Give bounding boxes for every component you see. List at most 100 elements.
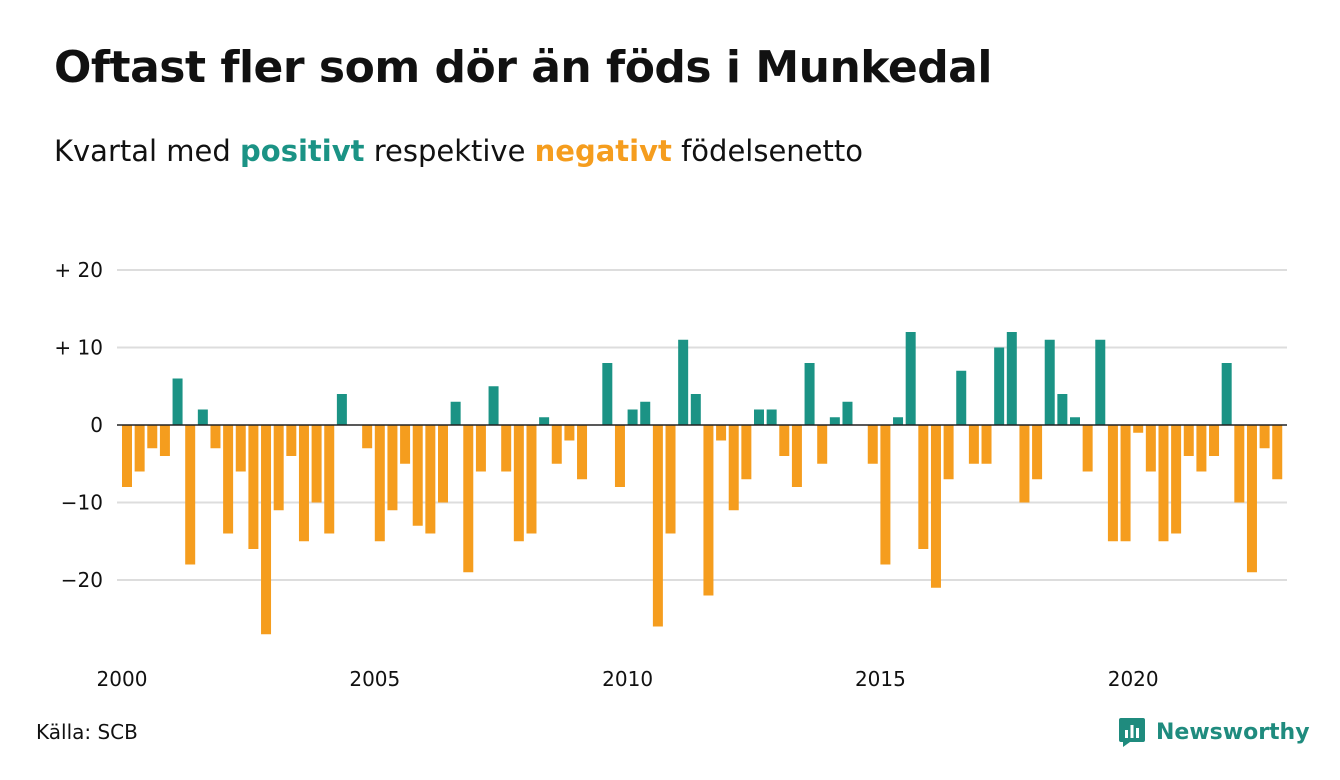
bar-q4-2016 bbox=[968, 425, 979, 464]
y-tick-label: + 10 bbox=[54, 336, 103, 360]
bar-q2-2010 bbox=[640, 401, 651, 425]
y-tick-label: −10 bbox=[61, 491, 103, 515]
bar-q1-2014 bbox=[829, 417, 840, 425]
bar-q2-2021 bbox=[1196, 425, 1207, 472]
bar-q3-2016 bbox=[956, 370, 967, 425]
bar-q3-2021 bbox=[1209, 425, 1220, 456]
bar-q2-2019 bbox=[1095, 339, 1106, 425]
bar-q3-2006 bbox=[450, 401, 461, 425]
bar-q1-2019 bbox=[1082, 425, 1093, 472]
bar-q2-2003 bbox=[286, 425, 297, 456]
bar-q2-2002 bbox=[235, 425, 246, 472]
bar-q4-2015 bbox=[918, 425, 929, 549]
bar-q1-2021 bbox=[1183, 425, 1194, 456]
bar-q3-2009 bbox=[602, 363, 613, 425]
bar-q4-2007 bbox=[513, 425, 524, 542]
bar-q3-2018 bbox=[1057, 394, 1068, 425]
x-tick-label: 2010 bbox=[602, 667, 653, 691]
bar-q3-2008 bbox=[551, 425, 562, 464]
subtitle-text-2: respektive bbox=[373, 134, 526, 168]
bar-q1-2013 bbox=[779, 425, 790, 456]
subtitle-negative-word: negativt bbox=[534, 134, 672, 168]
bars bbox=[122, 332, 1283, 635]
bar-q3-2020 bbox=[1158, 425, 1169, 542]
bar-q3-2012 bbox=[754, 409, 764, 425]
bar-q4-2006 bbox=[463, 425, 474, 573]
bar-q1-2015 bbox=[880, 425, 891, 565]
y-tick-label: 0 bbox=[90, 413, 103, 437]
bar-q1-2007 bbox=[475, 425, 486, 472]
newsworthy-logo[interactable]: Newsworthy bbox=[1118, 714, 1310, 750]
subtitle-text-1: Kvartal med bbox=[54, 134, 231, 168]
bar-q4-2002 bbox=[261, 425, 272, 635]
bar-q2-2011 bbox=[690, 394, 701, 425]
bar-q2-2005 bbox=[387, 425, 398, 511]
bar-q1-2006 bbox=[425, 425, 436, 534]
bar-q4-2020 bbox=[1171, 425, 1182, 534]
bar-q1-2018 bbox=[1032, 425, 1043, 480]
bar-q1-2009 bbox=[577, 425, 588, 480]
x-tick-label: 2015 bbox=[855, 667, 906, 691]
bar-q3-2007 bbox=[501, 425, 512, 472]
bar-q2-2004 bbox=[336, 394, 347, 425]
bar-q1-2005 bbox=[374, 425, 385, 542]
bar-q3-2015 bbox=[905, 332, 916, 425]
bar-q2-2012 bbox=[741, 425, 752, 480]
bar-q4-2004 bbox=[362, 425, 373, 449]
subtitle-positive-word: positivt bbox=[240, 134, 365, 168]
axes: + 20 + 10 0 −10 −20 2000 2005 2010 2015 2020 bbox=[54, 258, 1287, 691]
bar-q1-2010 bbox=[627, 409, 638, 425]
bar-q4-2008 bbox=[564, 425, 575, 441]
bar-q2-2014 bbox=[842, 401, 853, 425]
bar-q3-2002 bbox=[248, 425, 259, 549]
bar-q4-2021 bbox=[1221, 363, 1232, 425]
newsworthy-logo-text: Newsworthy bbox=[1156, 719, 1310, 745]
bar-q3-2019 bbox=[1107, 425, 1118, 542]
bar-q1-2003 bbox=[273, 425, 284, 511]
bar-q4-2022 bbox=[1272, 425, 1283, 480]
bar-q4-2005 bbox=[412, 425, 423, 526]
bar-q1-2002 bbox=[223, 425, 234, 534]
bar-q2-2006 bbox=[438, 425, 448, 503]
bar-q4-2018 bbox=[1070, 417, 1080, 425]
bar-q1-2022 bbox=[1234, 425, 1245, 503]
y-tick-label: + 20 bbox=[54, 258, 103, 282]
bar-q2-2008 bbox=[539, 417, 550, 425]
bar-q4-2000 bbox=[159, 425, 170, 456]
x-tick-label: 2005 bbox=[349, 667, 400, 691]
bar-q4-2003 bbox=[311, 425, 322, 503]
bar-q1-2000 bbox=[122, 425, 132, 487]
bar-q2-2007 bbox=[488, 386, 499, 425]
bar-q2-2001 bbox=[185, 425, 196, 565]
bar-q4-2012 bbox=[766, 409, 777, 425]
bar-q4-2019 bbox=[1120, 425, 1131, 542]
x-tick-label: 2020 bbox=[1108, 667, 1159, 691]
bar-q2-2015 bbox=[893, 417, 904, 425]
bar-q2-2000 bbox=[134, 425, 145, 472]
bar-q4-2009 bbox=[614, 425, 625, 487]
bar-q4-2013 bbox=[817, 425, 828, 464]
bar-q1-2020 bbox=[1133, 425, 1144, 433]
bar-q2-2022 bbox=[1246, 425, 1257, 573]
bar-q3-2003 bbox=[298, 425, 309, 542]
bar-q2-2013 bbox=[791, 425, 802, 487]
y-tick-label: −20 bbox=[61, 568, 103, 592]
bar-q4-2017 bbox=[1019, 425, 1030, 503]
x-tick-label: 2000 bbox=[97, 667, 148, 691]
chart-title: Oftast fler som dör än föds i Munkedal bbox=[54, 42, 992, 93]
bar-q2-2018 bbox=[1044, 339, 1055, 425]
bar-q2-2017 bbox=[994, 347, 1005, 425]
bar-q3-2005 bbox=[400, 425, 411, 464]
bar-q1-2016 bbox=[930, 425, 941, 588]
subtitle-text-3: födelsenetto bbox=[681, 134, 863, 168]
bar-q2-2020 bbox=[1145, 425, 1156, 472]
bar-q3-2022 bbox=[1259, 425, 1270, 449]
bar-q1-2017 bbox=[981, 425, 992, 464]
bar-q1-2004 bbox=[324, 425, 335, 534]
bar-q2-2016 bbox=[943, 425, 954, 480]
bar-q4-2001 bbox=[210, 425, 221, 449]
bar-q1-2012 bbox=[728, 425, 739, 511]
bar-q3-2013 bbox=[804, 363, 815, 425]
bar-q3-2000 bbox=[147, 425, 158, 449]
